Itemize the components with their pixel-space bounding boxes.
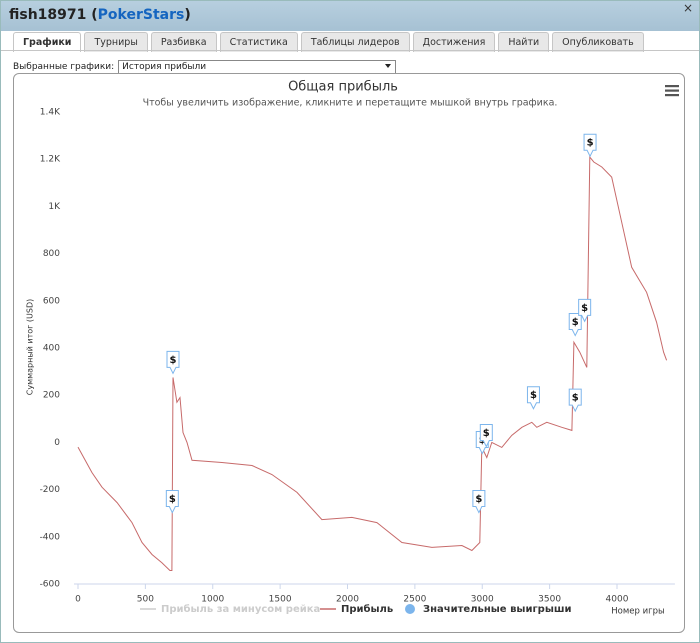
selector-dropdown[interactable]: История прибыли (118, 60, 397, 74)
marker-callout (578, 298, 592, 323)
tab[interactable]: Разбивка (150, 32, 217, 52)
marker-label: $ (483, 428, 490, 439)
marker-callout (472, 490, 486, 514)
big-win-marker: $ (472, 490, 486, 514)
marker-label: $ (170, 355, 177, 366)
x-tick-label: 2500 (403, 595, 426, 605)
window-title: fish18971 (PokerStars) (9, 7, 191, 23)
y-tick-label: 0 (54, 438, 60, 448)
selector-value: История прибыли (122, 62, 207, 72)
big-win-marker: $ (578, 298, 592, 323)
legend-label: Прибыль за минусом рейка (161, 603, 320, 615)
legend-symbol (405, 604, 415, 614)
y-tick-label: 200 (43, 391, 60, 401)
selector-label: Выбранные графики: (13, 62, 115, 72)
x-tick-label: 3000 (471, 595, 494, 605)
x-tick-label: 1000 (201, 595, 224, 605)
chart-selector: Выбранные графики: История прибыли (13, 60, 397, 74)
site-link[interactable]: PokerStars (97, 7, 185, 23)
close-button[interactable]: × (682, 1, 693, 15)
marker-label: $ (169, 494, 176, 505)
big-win-marker: $ (166, 350, 180, 375)
big-win-marker: $ (568, 388, 582, 413)
legend-label: Прибыль (341, 603, 393, 615)
marker-callout (166, 350, 180, 375)
user: fish18971 ( (9, 7, 98, 23)
legend-item[interactable]: Значительные выигрыши (405, 604, 572, 615)
marker-callout (526, 386, 540, 410)
legend-item[interactable]: Прибыль за минусом рейка (140, 603, 320, 615)
marker-callout (479, 423, 493, 448)
big-win-marker: $ (165, 490, 179, 514)
tab[interactable]: Найти (498, 32, 550, 52)
y-tick-label: -400 (40, 532, 61, 542)
y-tick-label: -200 (40, 485, 61, 495)
tab[interactable]: Опубликовать (552, 32, 644, 52)
chart: Общая прибыль Чтобы увеличить изображени… (26, 80, 679, 617)
x-tick-label: 1500 (269, 595, 292, 605)
chart-title: Общая прибыль (288, 80, 398, 95)
marker-label: $ (475, 494, 482, 505)
x-tick-label: 4000 (606, 595, 629, 605)
marker-callout (568, 388, 582, 413)
y-tick-label: 400 (43, 344, 60, 354)
marker-label: $ (581, 303, 588, 314)
marker-label: $ (572, 393, 579, 404)
marker-callout (583, 133, 597, 158)
x-tick-label: 2000 (336, 595, 359, 605)
tab[interactable]: Графики (13, 32, 82, 52)
tabs: Графики Турниры Разбивка Статистика Таблицы … (13, 32, 644, 52)
y-tick-label: -600 (40, 580, 61, 590)
tab[interactable]: Статистика (219, 32, 298, 52)
y-tick-label: 1K (48, 202, 61, 212)
menu-button[interactable] (665, 85, 679, 97)
chart-box: Общая прибыль Чтобы увеличить изображени… (13, 73, 685, 633)
tab[interactable]: Достижения (412, 32, 496, 52)
y-tick-label: 1.2K (40, 155, 61, 165)
big-win-marker: $ (568, 313, 582, 337)
x-tick-label: 0 (75, 595, 81, 605)
x-tick-label: 500 (137, 595, 154, 605)
marker-label: $ (572, 317, 579, 328)
y-tick-label: 600 (43, 296, 60, 306)
big-win-marker: $ (583, 133, 597, 158)
tab-line (1, 50, 699, 51)
legend-label: Значительные выигрыши (423, 604, 572, 615)
marker-label: $ (587, 138, 594, 149)
marker-callout (165, 490, 179, 514)
tab[interactable]: Турниры (84, 32, 148, 52)
tab[interactable]: Таблицы лидеров (300, 32, 410, 52)
x-axis-title: Номер игры (611, 607, 664, 617)
title-suffix: ) (184, 7, 191, 23)
y-axis-title: Суммарный итог (USD) (26, 299, 35, 396)
profit-line (77, 155, 668, 571)
y-tick-label: 1.4K (40, 108, 61, 118)
title-bar: fish18971 (PokerStars) × (1, 1, 699, 31)
chart-subtitle: Чтобы увеличить изображение, кликните и … (143, 98, 558, 109)
marker-label: $ (530, 390, 537, 401)
marker-callout (568, 313, 582, 337)
big-win-marker: $ (526, 386, 540, 410)
legend-item[interactable]: Прибыль (320, 603, 393, 615)
x-tick-label: 3500 (538, 595, 561, 605)
big-win-marker: $ (479, 423, 493, 448)
y-tick-label: 800 (43, 249, 60, 259)
